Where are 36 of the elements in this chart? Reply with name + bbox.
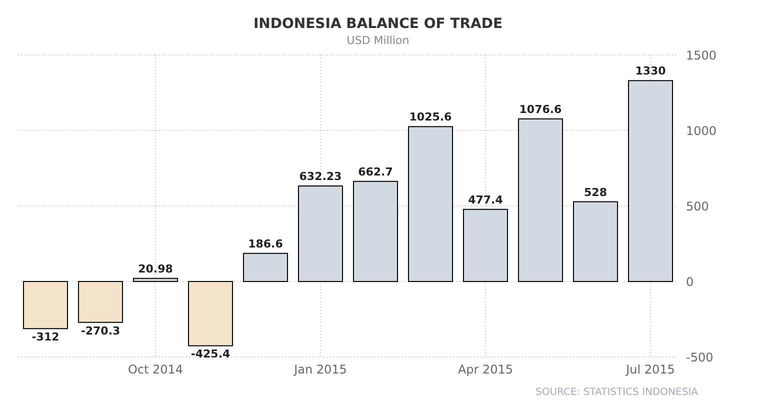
bar xyxy=(243,252,288,282)
data-label: 528 xyxy=(584,186,607,199)
data-label: 186.6 xyxy=(248,237,284,250)
data-label: 20.98 xyxy=(138,262,173,276)
bar xyxy=(23,281,68,330)
bar xyxy=(353,180,398,282)
bar xyxy=(408,126,453,282)
data-label: 662.7 xyxy=(358,165,393,178)
x-tick-label: Oct 2014 xyxy=(128,362,184,377)
y-tick-label: 0 xyxy=(686,274,694,289)
chart-subtitle: USD Million xyxy=(346,34,410,47)
data-label: 477.4 xyxy=(468,193,504,206)
source-note: SOURCE: STATISTICS INDONESIA xyxy=(534,387,699,398)
bar xyxy=(628,80,673,282)
chart-title: INDONESIA BALANCE OF TRADE xyxy=(252,16,504,32)
bar xyxy=(78,281,123,323)
bar xyxy=(463,208,508,282)
y-tick-label: 1000 xyxy=(686,124,717,138)
y-tick-label: 1500 xyxy=(686,48,717,62)
bar xyxy=(518,118,563,282)
data-label: 1330 xyxy=(635,64,666,78)
bar xyxy=(133,278,178,282)
data-label: -270.3 xyxy=(80,324,120,338)
data-label: 1025.6 xyxy=(409,110,452,124)
bar xyxy=(573,201,618,282)
data-label: 632.23 xyxy=(299,170,342,184)
y-tick-label: 500 xyxy=(686,199,709,214)
data-label: -425.4 xyxy=(190,348,231,361)
x-tick-label: Jan 2015 xyxy=(293,362,347,377)
data-label: -312 xyxy=(32,330,60,344)
data-label: 1076.6 xyxy=(519,102,562,116)
bar xyxy=(298,186,343,282)
y-tick-label: -500 xyxy=(686,350,714,364)
x-tick-label: Apr 2015 xyxy=(458,362,514,377)
bar xyxy=(188,281,233,346)
x-tick-label: Jul 2015 xyxy=(625,362,675,377)
